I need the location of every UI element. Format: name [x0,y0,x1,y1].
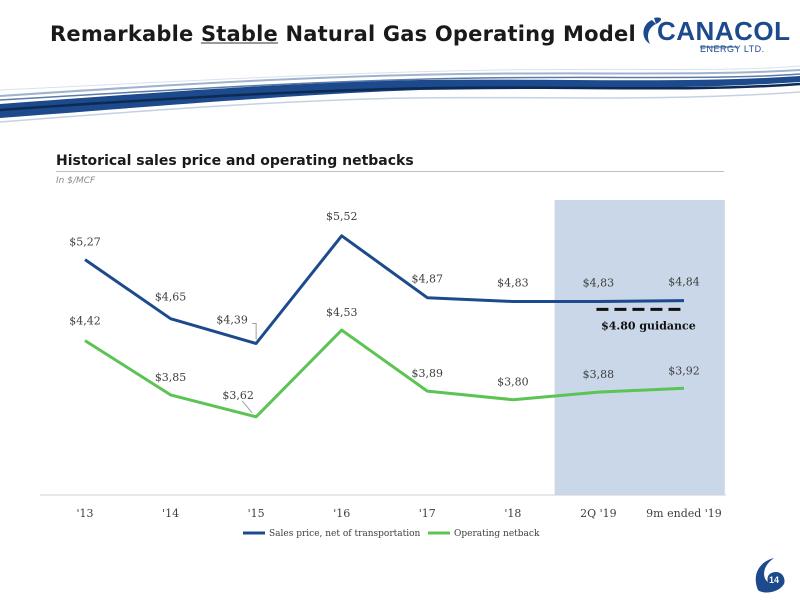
x-tick-label: '18 [504,507,521,520]
data-label: $4,84 [668,276,700,289]
data-label: $3,89 [412,367,444,380]
x-tick-label: 9m ended '19 [646,507,722,520]
page-number: 14 [768,575,779,585]
data-label: $3,62 [222,389,254,402]
data-label: $5,27 [69,236,101,249]
title-part-1: Remarkable [50,22,194,46]
data-label: $4,42 [69,315,101,328]
data-label: $3,88 [583,368,615,381]
logo-name: CANACOL [657,16,791,46]
page-title: Remarkable Stable Natural Gas Operating … [50,22,636,46]
logo-subtitle: ENERGY LTD. [700,44,765,54]
section-title: Historical sales price and operating net… [56,153,414,169]
units-label: In $/MCF [56,176,96,186]
data-label: $4,83 [497,277,529,290]
data-label: $3,80 [497,376,529,389]
data-label: $4,39 [216,313,248,326]
x-tick-label: '14 [162,507,179,520]
data-label: $4,65 [155,291,187,304]
data-label: $3,85 [155,371,187,384]
title-part-2: Natural Gas Operating Model [285,22,636,46]
series-line-1 [84,234,685,345]
title-emphasis: Stable [200,22,278,46]
x-tick-label: 2Q '19 [580,507,617,520]
x-tick-label: '13 [76,507,93,520]
page-badge-icon [755,558,785,593]
guidance-label: $4.80 guidance [601,319,696,332]
legend-label: Sales price, net of transportation [269,529,421,539]
data-label: $5,52 [326,210,358,223]
series-line-2 [84,328,685,419]
label-leader-line [241,400,253,414]
x-tick-label: '15 [248,507,265,520]
data-label: $3,92 [668,364,700,377]
data-label: $4,83 [583,277,615,290]
highlight-band [554,200,725,495]
label-leader-line [252,322,257,340]
x-tick-label: '17 [419,507,436,520]
legend-label: Operating netback [454,529,540,539]
canacol-logo-icon [643,17,738,48]
data-label: $4,53 [326,306,358,319]
section-divider [56,171,724,172]
header-swoosh [0,65,800,123]
data-label: $4,87 [412,273,444,286]
x-tick-label: '16 [333,507,350,520]
